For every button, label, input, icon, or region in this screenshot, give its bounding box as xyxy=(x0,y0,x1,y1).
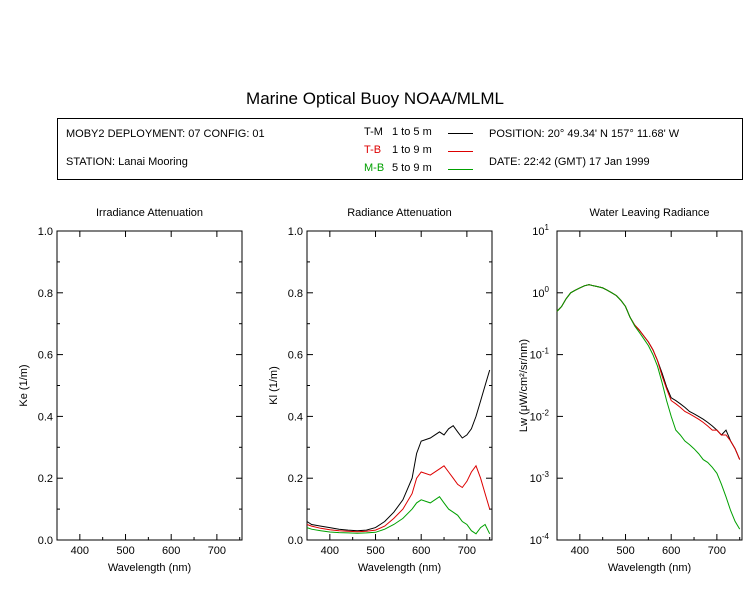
x-tick-label: 500 xyxy=(616,545,634,557)
x-tick-label: 700 xyxy=(208,545,226,557)
y-tick-label: 0.0 xyxy=(288,535,303,547)
legend-swatch-tm xyxy=(448,133,473,134)
y-tick-label: 100 xyxy=(532,285,549,300)
series-line-m-b xyxy=(306,496,491,535)
chart-title: Irradiance Attenuation xyxy=(96,207,203,219)
y-tick-label: 0.8 xyxy=(288,288,303,300)
series-line-t-b xyxy=(556,284,741,460)
y-tick-label: 0.0 xyxy=(38,535,53,547)
y-tick-label: 1.0 xyxy=(38,226,53,238)
y-tick-label: 10-2 xyxy=(530,408,550,423)
info-box: MOBY2 DEPLOYMENT: 07 CONFIG: 01 STATION:… xyxy=(57,118,743,180)
y-tick-label: 0.2 xyxy=(38,473,53,485)
date-text: DATE: 22:42 (GMT) 17 Jan 1999 xyxy=(489,156,650,168)
series-line-t-m xyxy=(306,369,491,532)
legend-range-tm: 1 to 5 m xyxy=(392,126,432,138)
x-tick-label: 600 xyxy=(412,545,430,557)
position-text: POSITION: 20° 49.34' N 157° 11.68' W xyxy=(489,128,680,140)
legend-swatch-tb xyxy=(448,151,473,152)
deployment-text: MOBY2 DEPLOYMENT: 07 CONFIG: 01 xyxy=(66,128,265,140)
x-tick-label: 500 xyxy=(366,545,384,557)
y-tick-label: 1.0 xyxy=(288,226,303,238)
legend-tag-tb: T-B xyxy=(364,144,382,156)
y-tick-label: 0.4 xyxy=(38,411,53,423)
x-tick-label: 700 xyxy=(708,545,726,557)
y-tick-label: 0.6 xyxy=(288,350,303,362)
legend-tag-tm: T-M xyxy=(364,126,383,138)
y-axis-label: Ke (1/m) xyxy=(18,364,30,406)
y-tick-label: 10-1 xyxy=(530,347,550,362)
legend-range-tb: 1 to 9 m xyxy=(392,144,432,156)
y-tick-label: 0.6 xyxy=(38,350,53,362)
plot-frame xyxy=(56,230,243,541)
station-text: STATION: Lanai Mooring xyxy=(66,156,188,168)
x-tick-label: 400 xyxy=(321,545,339,557)
series-line-t-b xyxy=(306,464,491,533)
x-tick-label: 600 xyxy=(662,545,680,557)
page-title: Marine Optical Buoy NOAA/MLML xyxy=(246,89,504,108)
x-axis-label: Wavelength (nm) xyxy=(108,562,191,574)
plot-frame xyxy=(556,230,743,541)
legend-range-mb: 5 to 9 m xyxy=(392,162,432,174)
y-tick-label: 101 xyxy=(532,223,549,238)
legend-swatch-mb xyxy=(448,169,473,170)
y-tick-label: 0.8 xyxy=(38,288,53,300)
chart-title: Water Leaving Radiance xyxy=(589,207,709,219)
y-tick-label: 10-4 xyxy=(530,532,550,547)
legend-tag-mb: M-B xyxy=(364,162,385,174)
plot-frame xyxy=(306,230,493,541)
y-tick-label: 0.2 xyxy=(288,473,303,485)
x-axis-label: Wavelength (nm) xyxy=(358,562,441,574)
series-line-m-b xyxy=(556,284,741,530)
y-axis-label: Lw (μW/cm²/sr/nm) xyxy=(518,339,530,432)
y-axis-label: Kl (1/m) xyxy=(268,366,280,405)
x-tick-label: 400 xyxy=(571,545,589,557)
x-tick-label: 600 xyxy=(162,545,180,557)
series-line-t-m xyxy=(556,284,741,460)
x-axis-label: Wavelength (nm) xyxy=(608,562,691,574)
y-tick-label: 10-3 xyxy=(530,470,550,485)
y-tick-label: 0.4 xyxy=(288,411,303,423)
chart-title: Radiance Attenuation xyxy=(347,207,452,219)
x-tick-label: 700 xyxy=(458,545,476,557)
x-tick-label: 500 xyxy=(116,545,134,557)
x-tick-label: 400 xyxy=(71,545,89,557)
